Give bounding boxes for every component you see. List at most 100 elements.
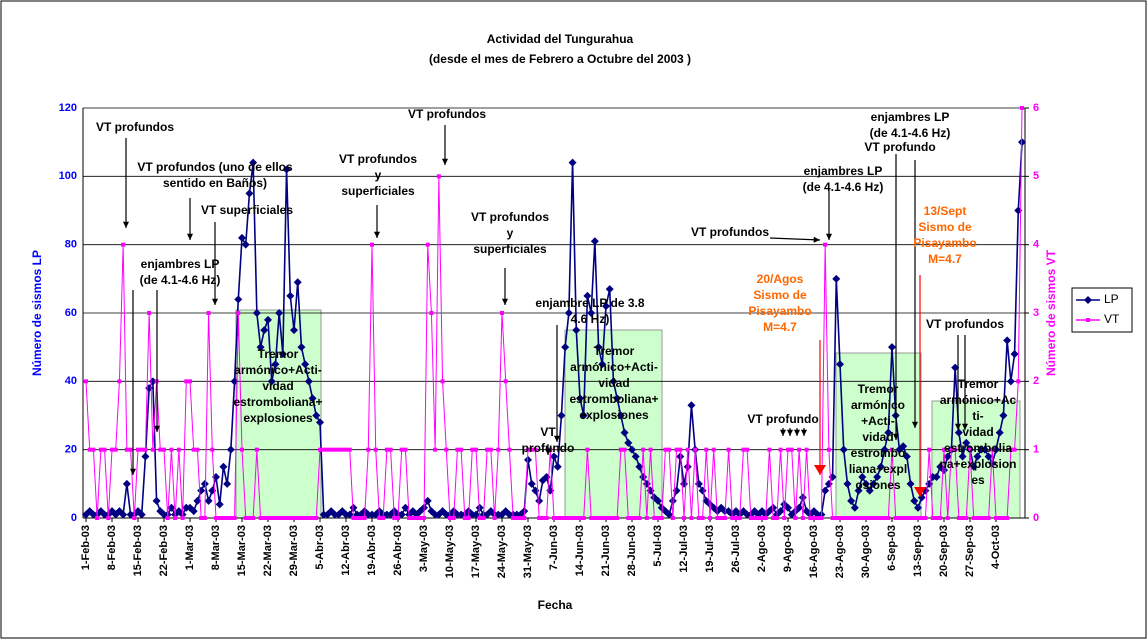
lp-marker [1006, 377, 1015, 386]
vt-marker [834, 516, 839, 520]
vt-marker [529, 447, 534, 452]
chart-title: Actividad del Tungurahua [487, 32, 634, 46]
vt-marker [433, 447, 438, 452]
lp-marker [524, 455, 532, 464]
annotation: estromboliana+ [569, 392, 658, 406]
vt-marker [552, 516, 556, 520]
annotation: VT profundos [339, 152, 417, 166]
vt-marker [663, 447, 668, 452]
x-tick-label: 1-Mar-03 [184, 525, 196, 570]
annotation: 4.6 Hz) [571, 312, 610, 326]
annotation: (de 4.1-4.6 Hz) [870, 126, 951, 140]
vt-marker [336, 447, 341, 452]
vt-marker [158, 447, 163, 452]
annotation: VT profundos (uno de ellos [137, 160, 293, 174]
x-tick-label: 2-Ago-03 [756, 525, 768, 572]
x-tick-label: 6-Sep-03 [886, 525, 898, 571]
annotation: sentido en Baños) [163, 176, 267, 190]
lp-marker [334, 510, 343, 519]
vt-marker [771, 516, 776, 520]
vt-marker [1008, 447, 1013, 452]
lp-marker [940, 466, 948, 475]
vt-marker [570, 516, 575, 520]
vt-marker [938, 516, 943, 520]
lp-marker [583, 291, 592, 300]
lp-marker [843, 479, 852, 488]
vt-marker [310, 516, 315, 520]
lp-marker [605, 285, 614, 294]
annotation: explosiones [243, 411, 313, 425]
lp-marker [683, 462, 692, 471]
lp-marker [776, 507, 785, 516]
lp-marker [616, 411, 625, 420]
vt-marker [1001, 516, 1006, 520]
vt-marker [139, 447, 144, 452]
lp-marker [200, 479, 209, 488]
lp-marker [85, 507, 94, 516]
vt-marker [295, 516, 300, 520]
vt-marker [942, 447, 946, 452]
lp-marker [108, 507, 116, 516]
vt-marker [604, 516, 608, 520]
vt-marker [162, 447, 166, 452]
lp-marker [408, 507, 417, 516]
lp-marker [995, 428, 1004, 437]
vt-marker [407, 516, 412, 520]
y-tick-label: 40 [65, 375, 77, 387]
x-tick-label: 8-Mar-03 [210, 525, 222, 570]
vt-marker [500, 311, 504, 315]
vt-marker [507, 447, 512, 452]
vt-marker [585, 447, 590, 452]
vt-marker [908, 516, 913, 520]
x-tick-label: 16-Ago-03 [808, 525, 820, 578]
x-tick-label: 29-Mar-03 [288, 525, 300, 576]
vt-marker [886, 516, 891, 520]
vt-marker [630, 516, 634, 520]
vt-marker [975, 516, 980, 520]
annotation: 13/Sept [924, 204, 967, 218]
lp-marker [635, 462, 644, 471]
vt-marker [997, 516, 1002, 520]
vt-marker [644, 516, 649, 520]
lp-marker [286, 291, 295, 300]
lp-marker [338, 507, 347, 516]
vt-marker [451, 516, 456, 520]
vt-marker [165, 516, 170, 520]
vt-marker [262, 516, 267, 520]
vt-marker [377, 516, 382, 520]
lp-marker [167, 503, 176, 512]
lp-marker [401, 503, 410, 512]
annotation: superficiales [341, 184, 415, 198]
vt-marker [195, 447, 200, 452]
lp-marker [501, 507, 510, 516]
vt-marker [990, 447, 995, 452]
annotation: armónico+Ac [940, 393, 1017, 407]
vt-marker [544, 516, 549, 520]
vt-marker [381, 516, 386, 520]
annotation: enjambres LP [871, 110, 950, 124]
vt-marker [715, 516, 720, 520]
x-tick-label: 19-Jul-03 [704, 525, 716, 573]
lp-marker [297, 343, 306, 352]
lp-marker [267, 377, 276, 386]
lp-marker [278, 350, 287, 358]
annotation: VT [540, 425, 556, 439]
vt-marker [956, 516, 961, 520]
vt-marker [321, 447, 326, 452]
vt-marker [91, 447, 96, 452]
y2-tick-label: 6 [1033, 102, 1039, 114]
vt-marker [633, 516, 638, 520]
annotation: estrombolia [944, 441, 1012, 455]
vt-marker [979, 516, 984, 520]
vt-marker [173, 516, 178, 520]
lp-marker [958, 452, 967, 461]
lp-marker [82, 510, 90, 519]
vt-marker [708, 516, 712, 520]
annotation: VT profundos [96, 120, 174, 134]
vt-marker [734, 516, 738, 520]
vt-marker [355, 516, 360, 520]
vt-marker [117, 379, 122, 384]
annotation: armónico+Acti- [234, 363, 322, 377]
vt-marker [537, 516, 542, 520]
annotation: estrombo [851, 446, 906, 460]
